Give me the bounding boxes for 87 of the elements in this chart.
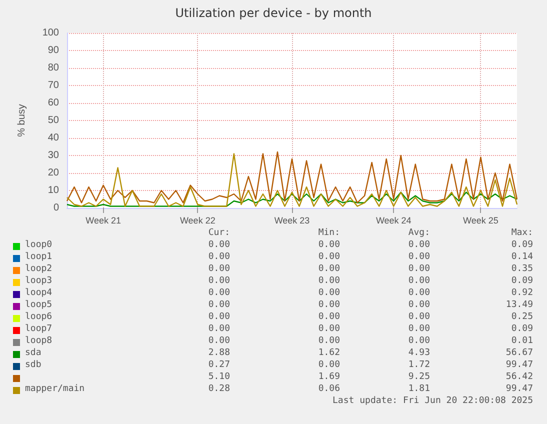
y-axis-title: % busy [16, 104, 28, 137]
text: Max: [511, 228, 533, 238]
text: 0.00 [208, 300, 230, 310]
legend-label: loop6 [25, 312, 52, 322]
text: 0.00 [318, 252, 340, 262]
y-tick-label: 10 [48, 185, 60, 196]
text: 0.00 [408, 312, 430, 322]
text: 0.00 [318, 264, 340, 274]
text: 0.00 [408, 336, 430, 346]
legend-label: loop7 [25, 324, 52, 334]
text: 0.00 [408, 288, 430, 298]
text: 0.00 [208, 288, 230, 298]
text: 0.27 [208, 360, 230, 370]
legend-label: loop5 [25, 300, 52, 310]
y-tick-label: 50 [48, 115, 60, 126]
text: 1.72 [408, 360, 430, 370]
legend-label: loop4 [25, 288, 52, 298]
x-tick-label: Week 23 [274, 216, 310, 226]
legend-label: loop3 [25, 276, 52, 286]
y-tick-label: 20 [48, 168, 60, 178]
text: 0.00 [318, 276, 340, 286]
text: 0.00 [408, 240, 430, 250]
text: 0.00 [208, 312, 230, 322]
text: 99.47 [506, 360, 533, 370]
legend-label: sdb [25, 360, 42, 370]
text: 0.00 [408, 252, 430, 262]
text: 5.10 [208, 372, 230, 382]
text: Last update: Fri Jun 20 22:00:08 2025 [332, 396, 533, 406]
text: 0.00 [208, 264, 230, 274]
text: 99.47 [506, 384, 533, 394]
y-tick-label: 100 [42, 28, 60, 38]
chart-title: Utilization per device - by month [175, 6, 372, 20]
text: 0.00 [208, 252, 230, 262]
text: 0.09 [511, 276, 533, 286]
y-tick-label: 30 [48, 150, 60, 161]
text: 0.00 [408, 324, 430, 334]
legend-label: loop8 [25, 336, 52, 346]
text: 1.62 [318, 348, 340, 358]
legend-label: loop0 [25, 240, 52, 250]
x-tick-label: Week 21 [86, 216, 121, 226]
text: 0.14 [511, 252, 533, 262]
text: 0.09 [511, 324, 533, 334]
x-tick-label: Week 25 [463, 216, 498, 226]
text: 0.00 [318, 360, 340, 370]
text: 1.81 [408, 384, 430, 394]
text: 0.00 [318, 288, 340, 298]
text: 0.00 [318, 240, 340, 250]
text: 0.25 [511, 312, 533, 322]
y-tick-label: 60 [48, 98, 60, 108]
text: 0.00 [318, 312, 340, 322]
text: 0.00 [318, 300, 340, 310]
text: 9.25 [408, 372, 430, 382]
y-tick-label: 90 [48, 45, 60, 56]
text: 0.00 [408, 276, 430, 286]
text: 1.69 [318, 372, 340, 382]
y-tick-label: 0 [53, 202, 60, 214]
text: 0.00 [318, 324, 340, 334]
text: Avg: [408, 228, 430, 238]
text: 0.00 [208, 240, 230, 250]
text: 0.35 [511, 264, 533, 274]
legend-label: loop1 [25, 252, 52, 262]
legend-label: loop2 [25, 264, 52, 274]
text: 56.67 [506, 348, 533, 358]
y-tick-label: 80 [48, 62, 60, 74]
text: 0.28 [208, 384, 230, 394]
text: 0.09 [511, 240, 533, 250]
text: 0.00 [208, 324, 230, 334]
legend-label: mapper/main [25, 384, 85, 394]
text: 0.00 [318, 336, 340, 346]
x-tick-label: Week 24 [376, 216, 412, 226]
text: 13.49 [506, 300, 533, 310]
y-tick-label: 70 [48, 80, 60, 91]
text: 4.93 [408, 348, 430, 358]
text: 2.88 [208, 348, 230, 358]
text: 0.92 [511, 288, 533, 298]
text: 0.06 [318, 384, 340, 394]
x-tick-label: Week 22 [180, 216, 216, 226]
y-tick-label: 40 [48, 132, 60, 144]
text: 0.00 [208, 276, 230, 286]
text: Min: [318, 228, 340, 238]
text: 0.00 [408, 300, 430, 310]
text: 0.00 [208, 336, 230, 346]
legend-label: sda [25, 348, 42, 358]
text: Cur: [208, 228, 230, 238]
text: 56.42 [506, 372, 533, 382]
text: 0.01 [511, 336, 533, 346]
text: 0.00 [408, 264, 430, 274]
